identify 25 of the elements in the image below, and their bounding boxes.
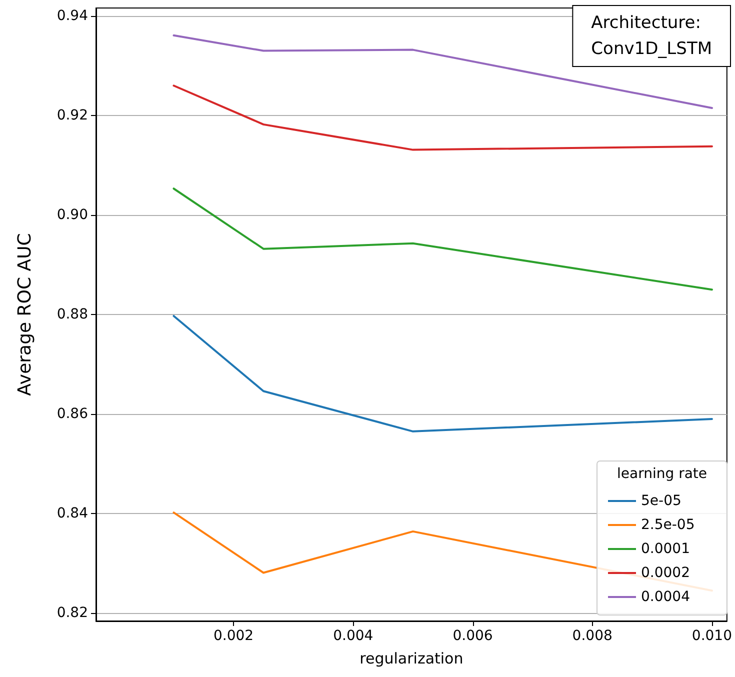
x-tick-label: 0.004 [333,628,374,644]
x-tick-label: 0.006 [452,628,493,644]
x-tick-label: 0.002 [214,628,254,644]
x-tick-label: 0.010 [692,628,732,644]
y-tick-label: 0.94 [56,8,88,24]
legend-label: 0.0002 [641,565,690,581]
y-tick-label: 0.88 [56,306,88,322]
annotation: Architecture: Conv1D_LSTM [591,13,712,59]
y-axis-title: Average ROC AUC [14,233,36,396]
y-tick-label: 0.90 [56,206,88,223]
y-tick-label: 0.92 [56,107,88,124]
x-axis-title: regularization [360,650,464,668]
line-series [172,34,713,110]
legend-label: 2.5e-05 [641,517,695,533]
y-tick-label: 0.86 [56,406,88,422]
line-series [172,314,713,432]
legend-label: 0.0004 [641,589,690,605]
x-tick-label: 0.008 [572,628,612,644]
legend-label: 5e-05 [641,493,682,509]
legend-title: learning rate [616,466,708,482]
legend-label: 0.0001 [641,541,690,557]
y-tick-label: 0.82 [56,605,88,622]
line-series [172,188,713,291]
y-tick-label: 0.84 [56,506,88,522]
line-series [172,84,713,151]
